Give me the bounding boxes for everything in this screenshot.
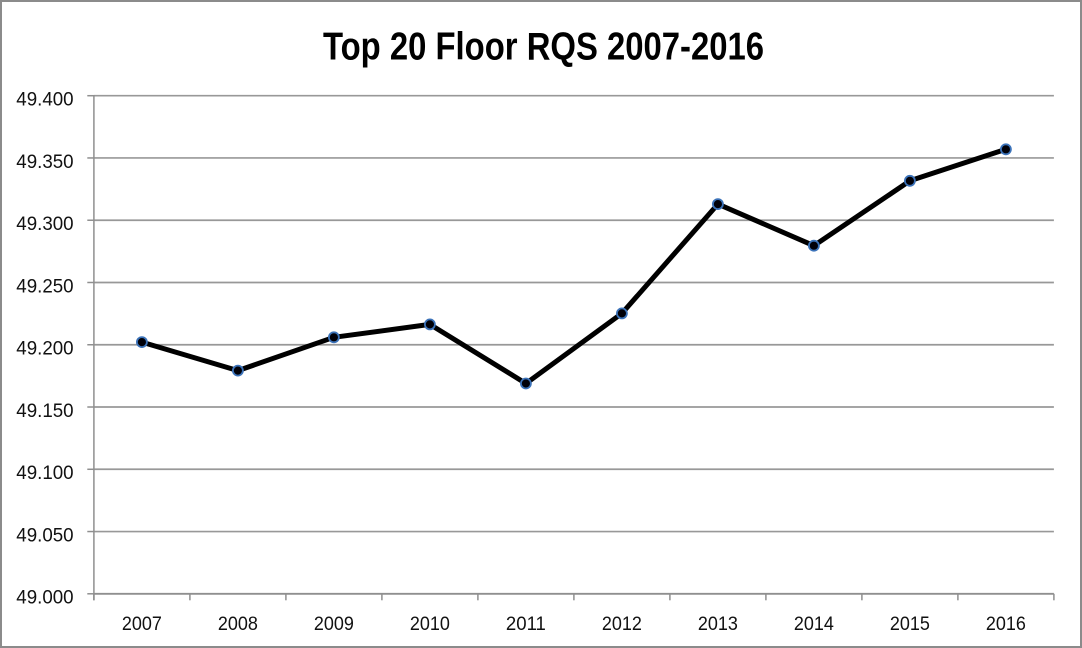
- svg-text:2012: 2012: [602, 613, 642, 635]
- svg-text:49.150: 49.150: [16, 400, 73, 422]
- svg-text:49.100: 49.100: [16, 462, 73, 484]
- svg-text:2013: 2013: [698, 613, 738, 635]
- svg-text:2009: 2009: [314, 613, 354, 635]
- svg-text:49.050: 49.050: [16, 524, 73, 546]
- svg-text:2008: 2008: [218, 613, 258, 635]
- svg-text:2016: 2016: [986, 613, 1026, 635]
- svg-text:49.350: 49.350: [16, 151, 73, 173]
- svg-text:2015: 2015: [890, 613, 930, 635]
- svg-text:49.200: 49.200: [16, 338, 73, 360]
- svg-text:2014: 2014: [794, 613, 834, 635]
- svg-text:2007: 2007: [122, 613, 162, 635]
- svg-text:Top 20 Floor RQS 2007-2016: Top 20 Floor RQS 2007-2016: [323, 26, 764, 69]
- svg-text:2010: 2010: [410, 613, 450, 635]
- svg-text:49.400: 49.400: [16, 89, 73, 111]
- svg-text:49.300: 49.300: [16, 213, 73, 235]
- svg-text:49.000: 49.000: [16, 587, 73, 609]
- svg-text:49.250: 49.250: [16, 275, 73, 297]
- svg-text:2011: 2011: [506, 613, 546, 635]
